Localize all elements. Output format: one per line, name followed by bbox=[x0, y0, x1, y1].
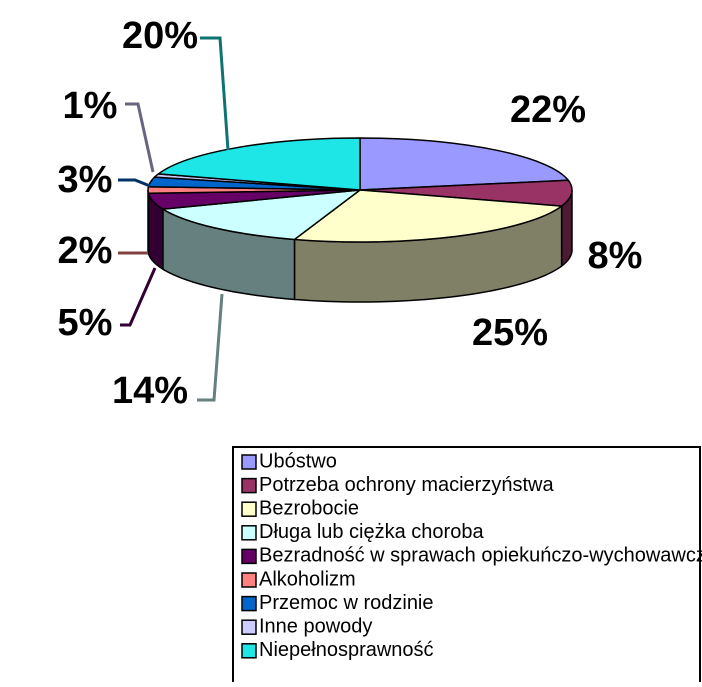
legend-label: Potrzeba ochrony macierzyństwa bbox=[259, 474, 554, 496]
data-label: 3% bbox=[58, 159, 113, 201]
legend-swatch bbox=[242, 549, 256, 563]
leader-line bbox=[120, 268, 155, 325]
data-label: 1% bbox=[63, 85, 118, 127]
legend-label: Niepełnosprawność bbox=[259, 639, 434, 661]
legend-swatch bbox=[242, 479, 256, 493]
legend-swatch bbox=[242, 644, 256, 658]
legend-swatch bbox=[242, 573, 256, 587]
leader-line bbox=[200, 38, 228, 150]
leader-line bbox=[125, 104, 153, 172]
data-label: 25% bbox=[472, 312, 548, 354]
legend-label: Alkoholizm bbox=[259, 568, 356, 590]
legend-label: Inne powody bbox=[259, 615, 372, 637]
data-label: 20% bbox=[122, 15, 198, 57]
data-label: 22% bbox=[510, 89, 586, 131]
leader-line bbox=[197, 294, 222, 400]
data-label: 5% bbox=[58, 302, 113, 344]
data-label: 8% bbox=[588, 235, 643, 277]
legend-label: Ubóstwo bbox=[259, 450, 337, 472]
legend-swatch bbox=[242, 620, 256, 634]
legend-swatch bbox=[242, 597, 256, 611]
legend-swatch bbox=[242, 455, 256, 469]
legend-label: Bezrobocie bbox=[259, 497, 359, 519]
leader-line bbox=[118, 180, 150, 186]
legend-label: Przemoc w rodzinie bbox=[259, 592, 434, 614]
legend-label: Długa lub ciężka choroba bbox=[259, 521, 484, 543]
legend-label: Bezradność w sprawach opiekuńczo-wychowa… bbox=[259, 545, 702, 567]
legend-swatch bbox=[242, 502, 256, 516]
data-label: 14% bbox=[112, 370, 188, 412]
data-label: 2% bbox=[58, 230, 113, 272]
legend-swatch bbox=[242, 526, 256, 540]
